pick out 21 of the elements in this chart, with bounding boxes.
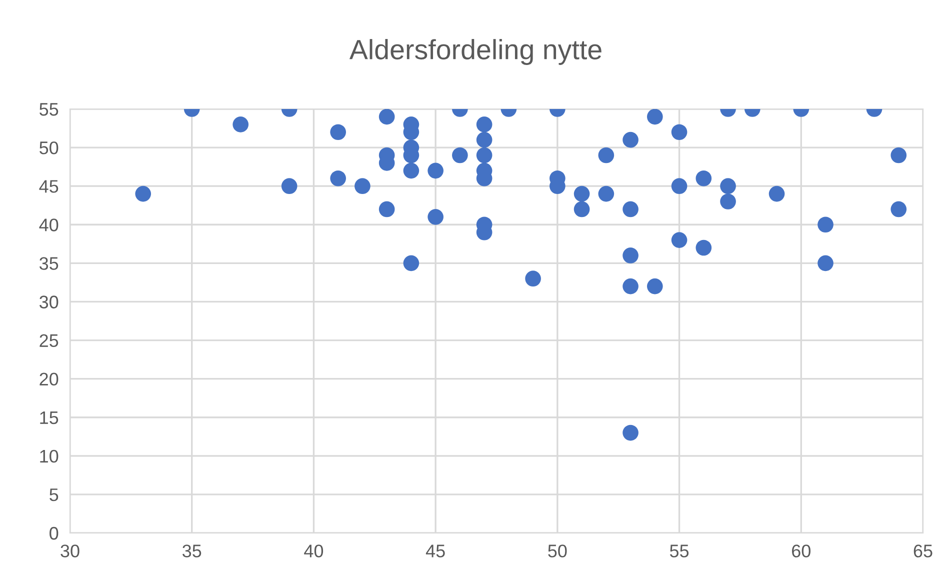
y-tick-label: 0 xyxy=(50,526,58,540)
x-tick-label: 35 xyxy=(182,544,202,558)
y-tick-label: 15 xyxy=(40,411,58,424)
y-tick-label: 55 xyxy=(40,103,58,116)
y-tick-label: 30 xyxy=(39,296,58,308)
y-tick-label: 50 xyxy=(40,141,58,154)
chart-title: Aldersfordeling nytte xyxy=(349,39,602,65)
y-tick-label: 35 xyxy=(39,257,58,270)
y-tick-label: 25 xyxy=(40,334,58,347)
y-tick-label: 10 xyxy=(40,450,58,463)
x-tick-label: 60 xyxy=(792,544,810,558)
x-tick-label: 50 xyxy=(548,544,567,558)
x-tick-label: 30 xyxy=(60,544,80,558)
y-tick-label: 40 xyxy=(39,218,58,232)
x-tick-label: 65 xyxy=(914,544,932,558)
y-tick-label: 20 xyxy=(40,372,58,386)
y-tick-label: 45 xyxy=(39,180,58,193)
x-tick-label: 55 xyxy=(670,544,689,558)
y-tick-label: 5 xyxy=(50,488,58,502)
x-tick-label: 40 xyxy=(304,544,324,558)
x-tick-label: 45 xyxy=(426,544,445,558)
